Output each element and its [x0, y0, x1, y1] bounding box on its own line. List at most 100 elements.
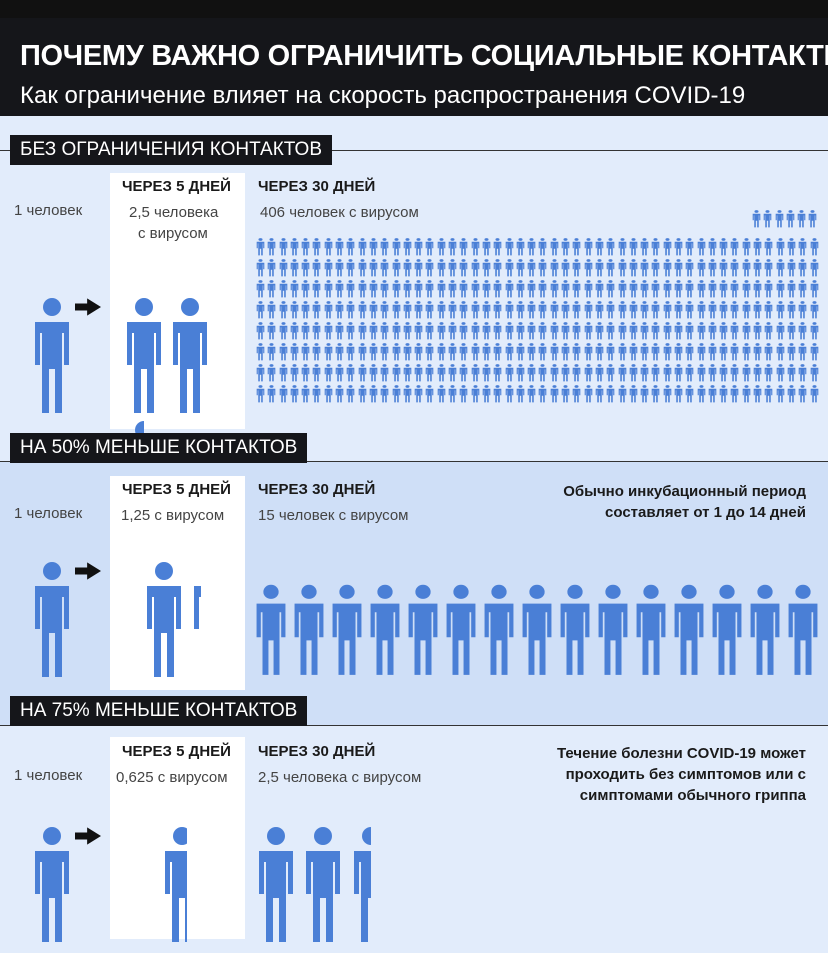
person-icon [731, 364, 739, 382]
day30-heading: ЧЕРЕЗ 30 ДНЕЙ [258, 743, 376, 760]
person-icon [290, 364, 299, 382]
person-icon [313, 343, 321, 361]
person-icon [482, 259, 491, 277]
symptoms-note: Течение болезни COVID-19 может проходить… [557, 743, 806, 806]
person-icon [358, 385, 366, 403]
person-icon [437, 385, 446, 403]
person-icon [267, 259, 276, 277]
person-icon [708, 343, 717, 361]
person-icon [448, 385, 457, 403]
person-icon [426, 343, 434, 361]
person-icon [550, 280, 559, 298]
person-icon [731, 322, 739, 340]
person-icon [663, 238, 672, 256]
person-icon [392, 385, 400, 403]
person-icon [753, 385, 762, 403]
person-icon [493, 343, 502, 361]
person-icon [516, 385, 525, 403]
person-icon [505, 322, 513, 340]
person-icon [324, 280, 333, 298]
day30-heading: ЧЕРЕЗ 30 ДНЕЙ [258, 481, 376, 498]
person-icon [460, 364, 468, 382]
note-line: Течение болезни COVID-19 может [556, 745, 806, 762]
person-icon [595, 343, 604, 361]
person-icon [426, 364, 434, 382]
person-icon [380, 385, 389, 403]
person-icon [369, 322, 378, 340]
person-icon [629, 280, 638, 298]
person-icon [256, 364, 265, 382]
person-icon [347, 364, 355, 382]
person-icon [324, 259, 333, 277]
section-label: БЕЗ ОГРАНИЧЕНИЯ КОНТАКТОВ [10, 135, 332, 165]
person-icon [493, 238, 502, 256]
person-icon [527, 385, 536, 403]
person-icon [798, 238, 807, 256]
person-icon [460, 301, 468, 319]
person-icon [640, 280, 649, 298]
person-icon [697, 343, 705, 361]
person-icon [719, 322, 728, 340]
person-icon [708, 280, 717, 298]
start-person-group [32, 561, 72, 684]
person-icon [765, 343, 773, 361]
person-icon [810, 301, 818, 319]
day5-person-group [144, 561, 202, 684]
person-icon [267, 301, 276, 319]
person-icon [765, 301, 773, 319]
person-icon [279, 343, 287, 361]
person-icon [527, 238, 536, 256]
section-label: НА 75% МЕНЬШЕ КОНТАКТОВ [10, 696, 308, 726]
person-icon [810, 238, 818, 256]
person-icon [516, 280, 525, 298]
person-icon [787, 280, 796, 298]
person-icon [460, 322, 468, 340]
section-divider [0, 725, 828, 726]
person-icon [313, 364, 321, 382]
person-icon [267, 322, 276, 340]
person-icon [731, 343, 739, 361]
person-icon [493, 301, 502, 319]
person-icon [505, 343, 513, 361]
person-icon [527, 301, 536, 319]
day30-person-row [254, 584, 828, 681]
person-icon [697, 259, 705, 277]
section-divider [0, 461, 828, 462]
person-icon [516, 364, 525, 382]
person-icon [471, 343, 479, 361]
person-icon [324, 364, 333, 382]
person-icon [550, 364, 559, 382]
day5-count-text-2: с вирусом [138, 225, 208, 242]
person-icon [765, 322, 773, 340]
person-icon [505, 364, 513, 382]
person-icon [358, 364, 366, 382]
person-icon [403, 364, 412, 382]
person-icon [787, 322, 796, 340]
person-icon [347, 301, 355, 319]
person-icon [482, 385, 491, 403]
person-icon [584, 385, 592, 403]
person-icon [426, 301, 434, 319]
person-icon [584, 322, 592, 340]
person-icon [471, 238, 479, 256]
person-icon [279, 364, 287, 382]
person-icon [652, 259, 660, 277]
person-icon [663, 280, 672, 298]
person-icon [685, 364, 694, 382]
person-icon [753, 238, 762, 256]
person-icon [561, 343, 570, 361]
person-icon [335, 343, 344, 361]
person-icon [786, 210, 795, 228]
start-person-group [32, 826, 72, 949]
person-icon [527, 364, 536, 382]
person-icon [301, 259, 310, 277]
section-label: НА 50% МЕНЬШЕ КОНТАКТОВ [10, 433, 308, 463]
person-icon [572, 238, 581, 256]
person-icon [527, 259, 536, 277]
person-icon [392, 322, 400, 340]
person-icon [370, 584, 400, 675]
person-icon [674, 385, 683, 403]
person-icon [697, 238, 705, 256]
person-icon [663, 364, 672, 382]
person-icon [380, 238, 389, 256]
